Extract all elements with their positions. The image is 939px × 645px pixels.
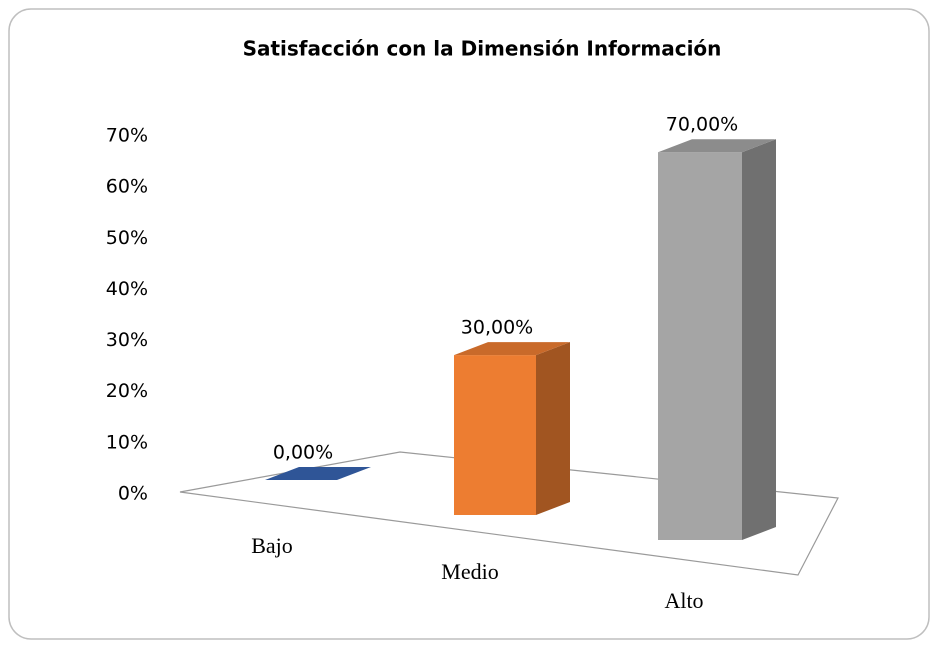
- y-tick-label: 70%: [106, 125, 148, 147]
- y-tick-label: 30%: [106, 329, 148, 351]
- floor: [179, 451, 839, 576]
- bar-top: [454, 342, 570, 356]
- bar: [454, 355, 536, 515]
- bar-side: [536, 342, 570, 515]
- y-tick-label: 40%: [106, 278, 148, 300]
- y-tick-label: 10%: [106, 431, 148, 453]
- data-label: 30,00%: [461, 317, 533, 339]
- data-label: 70,00%: [666, 114, 738, 136]
- y-tick-label: 60%: [106, 176, 148, 198]
- x-tick-label: Bajo: [251, 533, 293, 558]
- y-tick-label: 0%: [118, 483, 148, 505]
- bar: [658, 152, 742, 540]
- bar-side: [742, 139, 776, 540]
- y-tick-label: 20%: [106, 380, 148, 402]
- bar-top: [265, 467, 371, 480]
- x-tick-label: Medio: [441, 559, 498, 584]
- y-tick-label: 50%: [106, 227, 148, 249]
- x-tick-label: Alto: [664, 588, 703, 613]
- bar-top: [658, 139, 776, 153]
- data-label: 0,00%: [273, 442, 333, 464]
- chart-title: Satisfacción con la Dimensión Informació…: [243, 37, 722, 61]
